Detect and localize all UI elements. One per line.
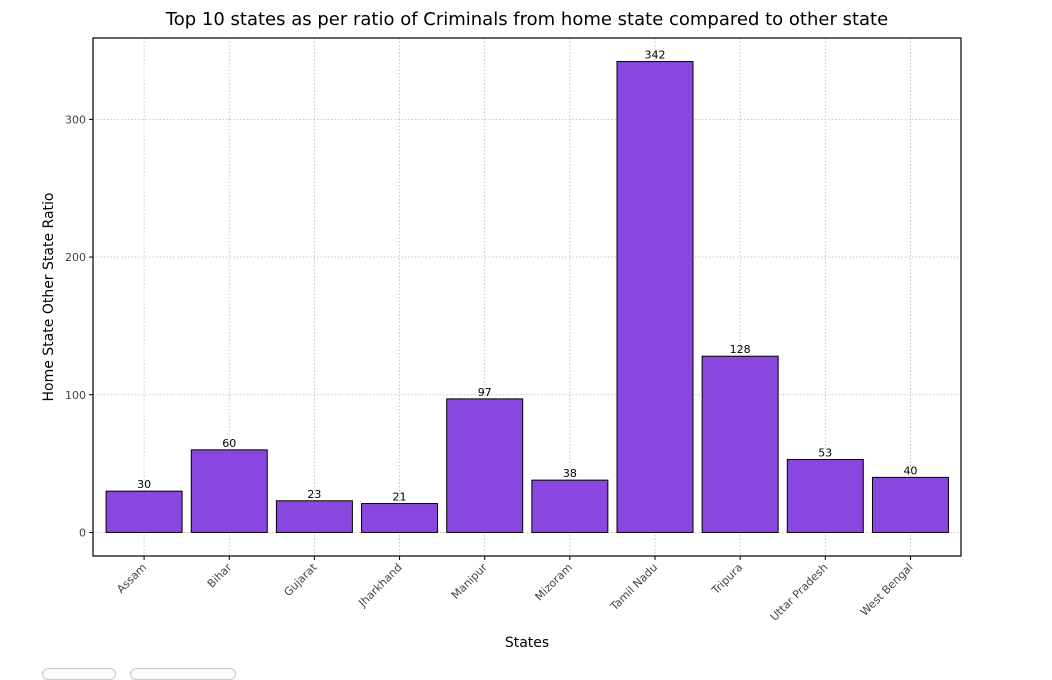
bar — [531, 479, 609, 533]
x-tick-label: West Bengal — [858, 561, 916, 619]
x-tick-label: Gujarat — [281, 560, 320, 599]
bar — [361, 503, 439, 533]
bar — [616, 61, 694, 533]
footer-button[interactable] — [42, 668, 116, 680]
bar-value-label: 21 — [393, 491, 407, 504]
x-axis: Assam Bihar Gujarat Jharkhand Manipur Mizoram… — [114, 556, 916, 624]
plot-frame — [92, 37, 962, 557]
bar-value-label: 342 — [645, 49, 666, 62]
x-tick-label: Tripura — [709, 561, 746, 598]
data-labels: 30 60 23 21 97 38 342 128 53 40 — [137, 49, 917, 504]
chart-title: Top 10 states as per ratio of Criminals … — [165, 9, 888, 30]
x-tick-label: Mizoram — [533, 561, 575, 603]
bar-value-label: 23 — [307, 488, 321, 501]
x-tick-label: Uttar Pradesh — [768, 561, 831, 624]
bars — [105, 61, 949, 533]
x-tick-label: Manipur — [449, 561, 490, 602]
footer-button[interactable] — [130, 668, 236, 680]
bar — [786, 458, 864, 533]
bar — [446, 398, 524, 533]
bar-value-label: 97 — [478, 386, 492, 399]
y-tick-label: 300 — [65, 113, 86, 126]
x-tick-label: Assam — [114, 561, 149, 596]
bar-value-label: 38 — [563, 467, 577, 480]
bar — [871, 476, 949, 533]
x-axis-label: States — [505, 635, 549, 651]
x-tick-label: Jharkhand — [356, 561, 405, 610]
bar-value-label: 40 — [903, 464, 917, 477]
x-tick-label: Tamil Nadu — [607, 561, 660, 614]
x-tick-label: Bihar — [205, 561, 235, 591]
bar — [701, 355, 779, 533]
bar-value-label: 60 — [222, 437, 236, 450]
y-axis-label: Home State Other State Ratio — [41, 193, 57, 402]
bar-value-label: 53 — [818, 446, 832, 459]
y-tick-label: 0 — [79, 526, 86, 539]
bar — [275, 500, 353, 533]
bar-value-label: 30 — [137, 478, 151, 491]
y-axis: 0 100 200 300 — [65, 113, 93, 539]
bar — [105, 490, 183, 533]
bar-value-label: 128 — [730, 343, 751, 356]
y-tick-label: 200 — [65, 251, 86, 264]
bar — [190, 449, 268, 533]
y-tick-label: 100 — [65, 389, 86, 402]
